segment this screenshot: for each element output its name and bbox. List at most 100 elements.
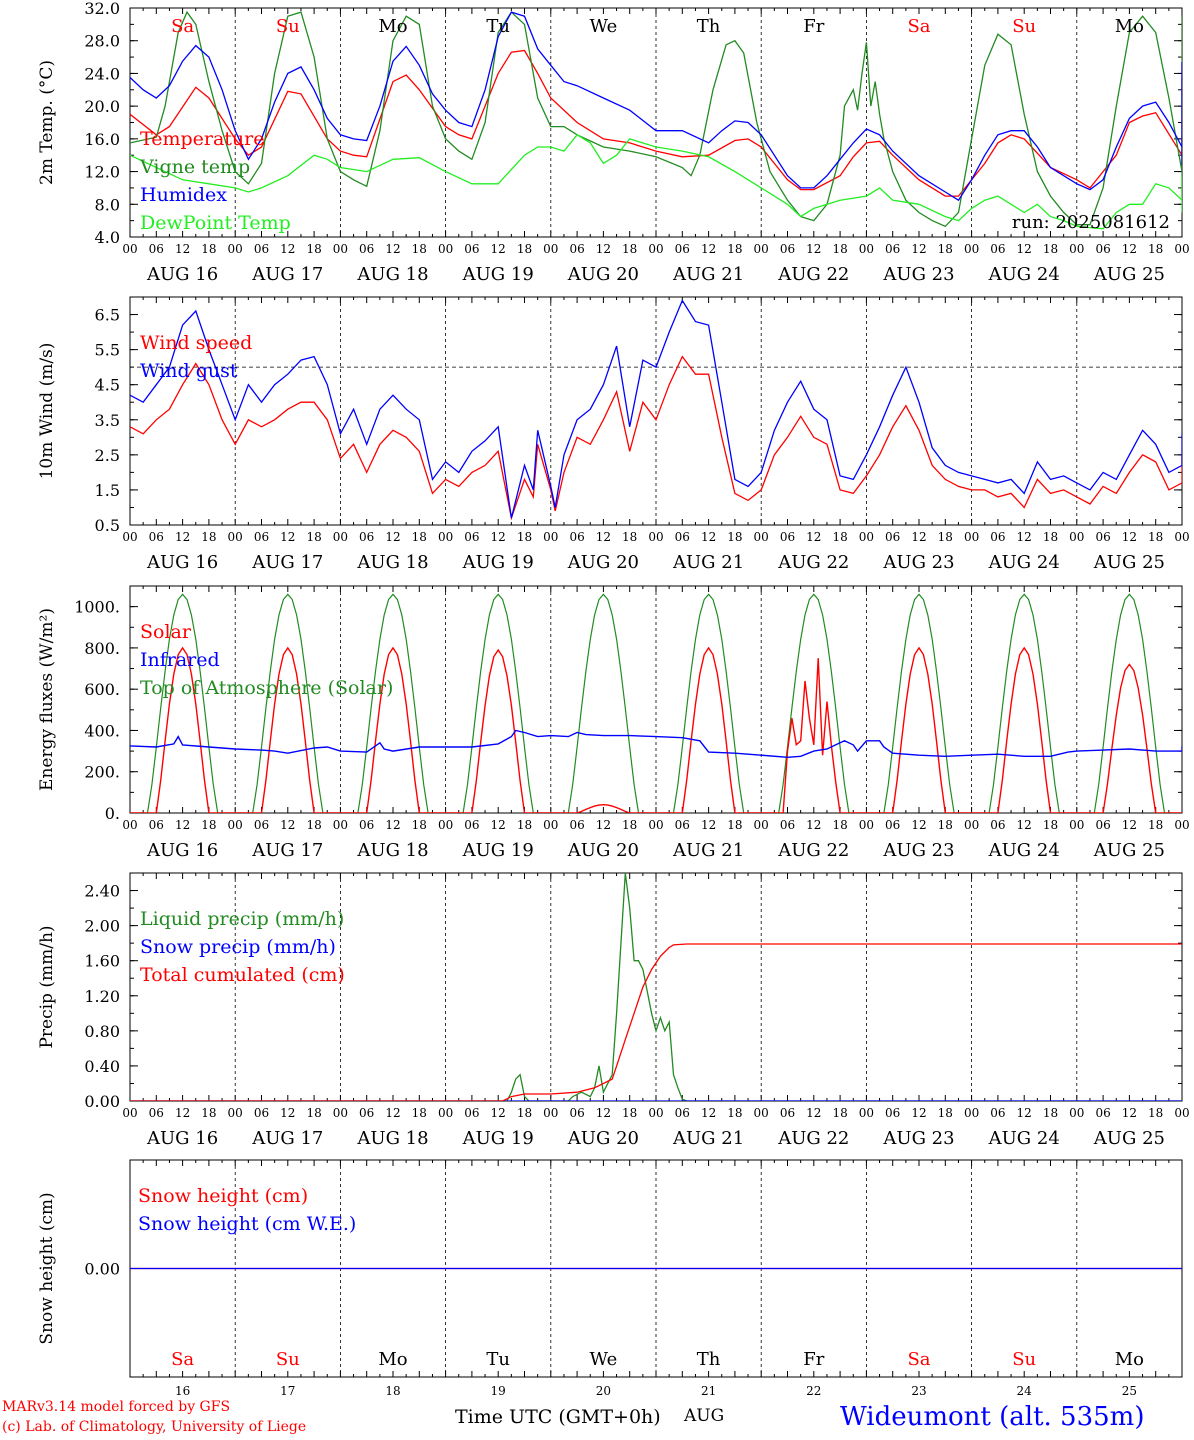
x-hour-label: 12	[1017, 1106, 1032, 1120]
x-date-label: AUG 19	[462, 1128, 534, 1149]
x-date-label: AUG 19	[462, 552, 534, 573]
dow-label: We	[590, 1349, 618, 1370]
x-hour-label: 12	[1122, 1106, 1137, 1120]
dow-label: Sa	[171, 1349, 194, 1370]
x-hour-label: 00	[754, 818, 769, 832]
x-hour-label: 06	[885, 1106, 900, 1120]
x-hour-label: 06	[464, 1106, 479, 1120]
legend-entry: Solar	[140, 621, 192, 643]
y-tick-label: 200.	[84, 763, 120, 782]
legend-entry: Liquid precip (mm/h)	[140, 908, 344, 930]
x-date-label: AUG 16	[146, 264, 218, 285]
series-line	[130, 10, 1182, 228]
dow-label: Tu	[486, 1349, 510, 1370]
x-date-label: AUG 21	[672, 552, 744, 573]
y-axis-title: 10m Wind (m/s)	[37, 343, 57, 480]
x-day-number: 18	[385, 1384, 400, 1398]
dow-label: Mo	[1115, 16, 1144, 37]
x-hour-label: 00	[754, 242, 769, 256]
x-hour-label: 12	[491, 1106, 506, 1120]
x-hour-label: 00	[648, 530, 663, 544]
legend-entry: DewPoint Temp	[140, 212, 291, 234]
x-hour-label: 06	[675, 1106, 690, 1120]
x-hour-label: 00	[438, 242, 453, 256]
x-hour-label: 00	[1174, 818, 1189, 832]
x-hour-label: 12	[911, 818, 926, 832]
x-hour-label: 12	[385, 1106, 400, 1120]
y-tick-label: 1.60	[84, 952, 120, 971]
x-hour-label: 00	[228, 530, 243, 544]
y-tick-label: 4.5	[95, 376, 120, 395]
y-tick-label: 1000.	[74, 598, 120, 617]
x-hour-label: 12	[596, 818, 611, 832]
x-hour-label: 18	[832, 530, 847, 544]
y-tick-label: 2.40	[84, 882, 120, 901]
x-hour-label: 00	[543, 1106, 558, 1120]
x-hour-label: 06	[254, 242, 269, 256]
x-hour-label: 12	[911, 530, 926, 544]
x-date-label: AUG 18	[356, 264, 428, 285]
run-label: run: 2025081612	[1012, 212, 1170, 233]
x-hour-label: 18	[727, 1106, 742, 1120]
x-hour-label: 06	[885, 530, 900, 544]
panel-2: 0.5 1.5 2.5 3.5 4.5 5.5 6.5 10m Wind (m/s) 00 06 1…	[37, 296, 1190, 573]
dow-label: Mo	[378, 1349, 407, 1370]
x-hour-label: 00	[859, 242, 874, 256]
x-date-label: AUG 19	[462, 264, 534, 285]
x-hour-label: 12	[806, 818, 821, 832]
legend-entry: Top of Atmosphere (Solar)	[140, 677, 393, 699]
x-hour-label: 18	[727, 242, 742, 256]
x-hour-label: 12	[280, 530, 295, 544]
x-date-label: AUG 18	[356, 552, 428, 573]
y-tick-label: 0.	[105, 804, 120, 823]
x-hour-label: 18	[1148, 818, 1163, 832]
x-date-label: AUG 20	[567, 1128, 639, 1149]
y-tick-label: 32.0	[84, 0, 120, 18]
x-date-label: AUG 23	[882, 552, 954, 573]
y-axis-title: Precip (mm/h)	[37, 925, 57, 1048]
x-hour-label: 18	[622, 242, 637, 256]
x-hour-label: 00	[228, 242, 243, 256]
x-hour-label: 18	[622, 530, 637, 544]
x-hour-label: 18	[517, 818, 532, 832]
x-hour-label: 00	[964, 242, 979, 256]
x-date-label: AUG 18	[356, 1128, 428, 1149]
x-hour-label: 06	[885, 242, 900, 256]
y-tick-label: 28.0	[84, 32, 120, 51]
x-hour-label: 06	[1095, 1106, 1110, 1120]
y-axis-title: Energy fluxes (W/m²)	[37, 608, 57, 791]
x-hour-label: 00	[122, 818, 137, 832]
y-tick-label: 800.	[84, 639, 120, 658]
x-hour-label: 18	[1043, 818, 1058, 832]
x-hour-label: 00	[333, 242, 348, 256]
x-hour-label: 18	[832, 1106, 847, 1120]
x-hour-label: 00	[964, 1106, 979, 1120]
x-hour-label: 18	[1043, 242, 1058, 256]
dow-label: Sa	[907, 1349, 930, 1370]
dow-label: Su	[276, 16, 300, 37]
x-hour-label: 06	[359, 242, 374, 256]
legend-entry: Wind gust	[140, 360, 238, 382]
x-axis-month: AUG	[684, 1406, 725, 1426]
x-hour-label: 18	[517, 1106, 532, 1120]
dow-label: Th	[697, 16, 721, 37]
x-hour-label: 00	[648, 818, 663, 832]
x-date-label: AUG 22	[777, 264, 849, 285]
y-tick-label: 0.5	[95, 516, 120, 535]
legend-entry: Vigne temp	[139, 156, 250, 178]
x-hour-label: 00	[964, 818, 979, 832]
x-hour-label: 00	[543, 818, 558, 832]
x-hour-label: 00	[1174, 242, 1189, 256]
x-hour-label: 00	[543, 242, 558, 256]
x-hour-label: 00	[333, 818, 348, 832]
series-line-infrared	[130, 729, 1182, 759]
x-hour-label: 12	[806, 242, 821, 256]
x-hour-label: 00	[1069, 818, 1084, 832]
x-hour-label: 00	[859, 530, 874, 544]
x-date-label: AUG 25	[1093, 264, 1165, 285]
x-hour-label: 06	[1095, 242, 1110, 256]
x-hour-label: 00	[333, 1106, 348, 1120]
x-date-label: AUG 24	[988, 264, 1060, 285]
x-hour-label: 00	[1069, 530, 1084, 544]
x-date-label: AUG 17	[251, 1128, 323, 1149]
